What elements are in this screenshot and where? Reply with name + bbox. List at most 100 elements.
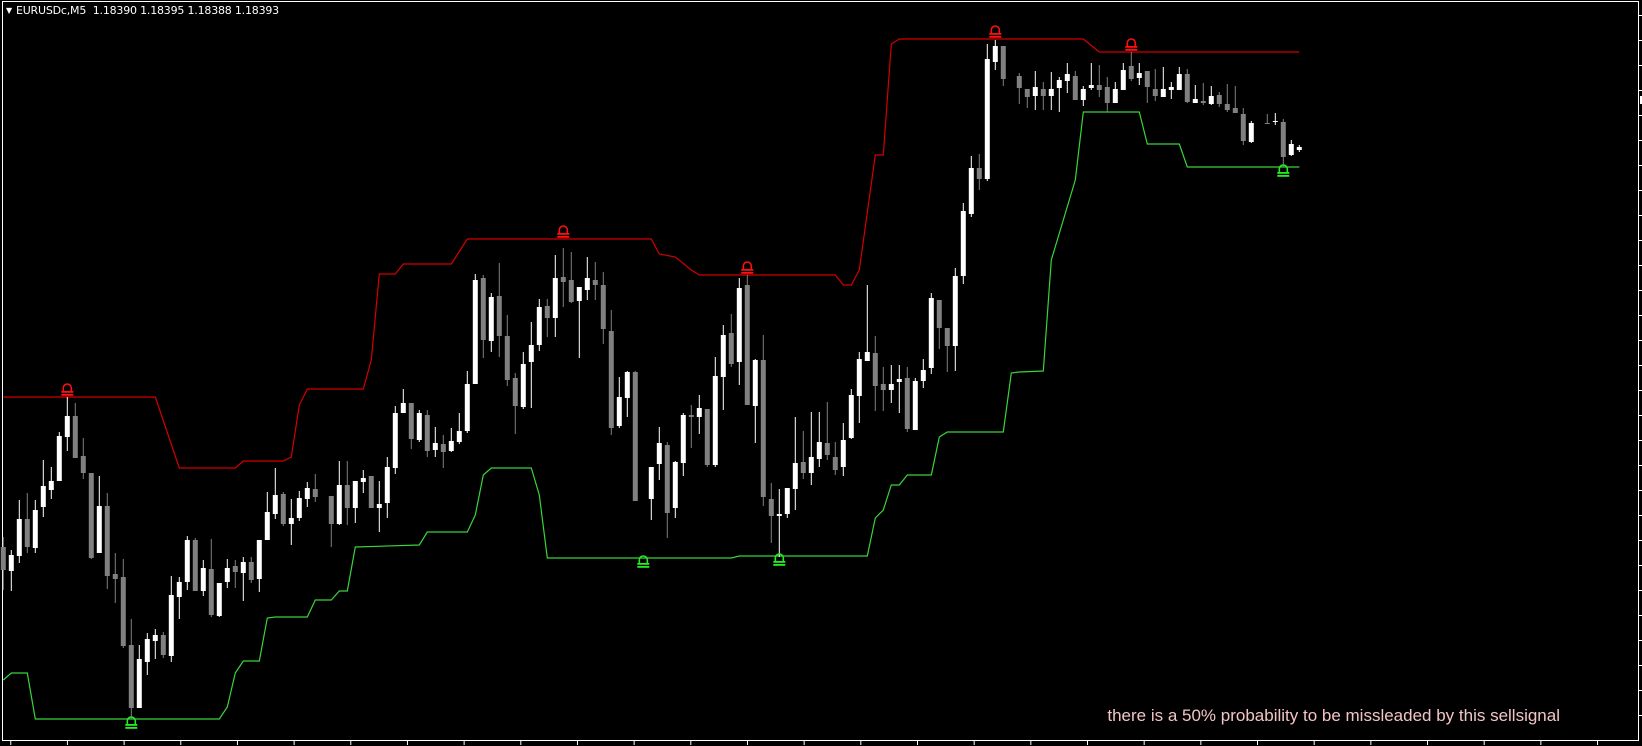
candle-body: [992, 46, 998, 62]
bear-candle: [760, 335, 766, 506]
bull-candle: [488, 293, 494, 352]
candle-body: [744, 285, 750, 405]
bull-candle: [16, 500, 22, 563]
candle-body: [976, 168, 982, 179]
signal-arch: [742, 261, 753, 269]
signal-bar: [741, 272, 754, 274]
candle-body: [832, 457, 838, 470]
candle-body: [680, 415, 686, 463]
candle-body: [280, 494, 286, 524]
candle-body: [1064, 74, 1070, 81]
candle-body: [520, 364, 526, 407]
candle-body: [592, 280, 598, 285]
bull-candle: [816, 412, 822, 467]
candle-body: [400, 403, 406, 413]
candle-body: [384, 467, 390, 503]
bull-candle: [536, 299, 542, 351]
bull-candle: [520, 352, 526, 409]
buy-signal-icon: [1277, 164, 1290, 177]
bear-candle: [1000, 46, 1006, 86]
candle-body: [128, 645, 134, 708]
candle-body: [464, 384, 470, 431]
candle-body: [344, 485, 350, 508]
bull-candle: [952, 268, 958, 371]
candle-body: [0, 547, 6, 570]
candle-body: [152, 635, 158, 641]
bull-candle: [992, 40, 998, 70]
candle-body: [848, 395, 854, 438]
bull-candle: [888, 365, 894, 403]
candle-body: [816, 442, 822, 459]
bull-candle: [392, 406, 398, 474]
channel-lines: [2, 38, 1300, 720]
bear-candle: [944, 328, 950, 372]
bull-candle: [624, 371, 630, 417]
bear-candle: [1184, 69, 1190, 103]
bear-candle: [936, 300, 942, 349]
bull-candle: [216, 583, 222, 617]
bear-candle: [688, 405, 694, 448]
candle-body: [1072, 76, 1078, 100]
bull-candle: [264, 492, 270, 540]
candle-body: [208, 569, 214, 615]
candle-body: [264, 512, 270, 540]
candle-body: [56, 436, 62, 481]
bear-candle: [248, 557, 254, 583]
candle-body: [328, 496, 334, 524]
bull-candle: [856, 352, 862, 423]
candle-body: [80, 456, 86, 473]
candle-body: [528, 345, 534, 362]
bear-candle: [832, 442, 838, 475]
candle-body: [224, 568, 230, 582]
candle-body: [704, 409, 710, 465]
candle-body: [1208, 96, 1214, 104]
bull-candle: [376, 481, 382, 532]
bull-candle: [736, 278, 742, 385]
candle-body: [184, 540, 190, 582]
bull-candle: [552, 255, 558, 337]
bear-candle: [880, 367, 886, 411]
bull-candle: [960, 203, 966, 284]
bear-candle: [312, 474, 318, 502]
bull-candle: [304, 482, 310, 507]
signal-bar: [989, 36, 1002, 38]
bear-candle: [1024, 89, 1030, 108]
bear-candle: [1144, 71, 1150, 103]
triangle-down-icon[interactable]: ▼: [6, 6, 12, 15]
candle-body: [1160, 89, 1166, 97]
candle-body: [136, 659, 142, 708]
candle-body: [808, 457, 814, 473]
candle-body: [720, 335, 726, 377]
lower-channel-line: [2, 111, 1300, 720]
bull-candle: [1080, 86, 1086, 106]
candle-body: [616, 397, 622, 426]
candle-body: [296, 498, 302, 518]
candle-body: [952, 276, 958, 346]
candle-body: [432, 443, 438, 450]
bear-candle: [744, 275, 750, 405]
candle-body: [784, 488, 790, 514]
candle-body: [240, 562, 246, 573]
candle-body: [40, 486, 46, 507]
candle-body: [1240, 114, 1246, 141]
bear-candle: [592, 262, 598, 300]
signal-bar: [741, 269, 754, 271]
candle-body: [776, 514, 782, 516]
sell-signal-icon: [61, 383, 74, 396]
bear-candle: [24, 493, 30, 553]
bull-candle: [336, 461, 342, 525]
bear-candle: [192, 538, 198, 591]
candle-body: [256, 540, 262, 579]
bear-candle: [88, 473, 94, 559]
bull-candle: [136, 645, 142, 708]
signal-bar: [1277, 172, 1290, 174]
candle-body: [800, 462, 806, 473]
candle-body: [216, 583, 222, 616]
candle-body: [1040, 89, 1046, 96]
signal-bar: [637, 566, 650, 568]
candle-body: [368, 476, 374, 508]
signal-arch: [558, 225, 569, 233]
candle-body: [880, 384, 886, 390]
